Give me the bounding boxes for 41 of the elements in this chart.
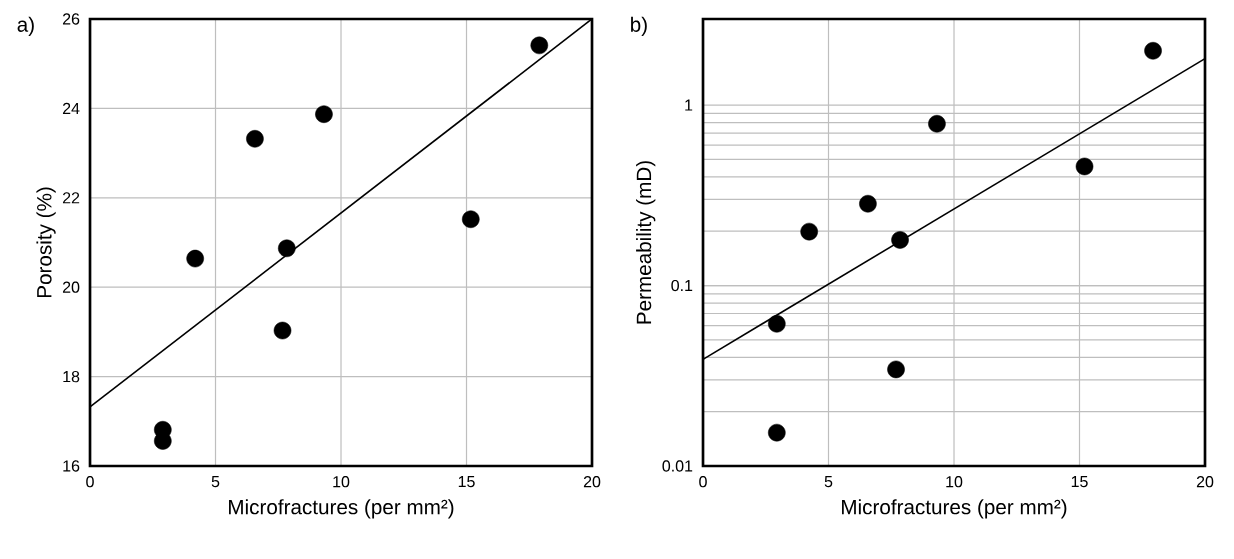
x-tick-label: 5 — [824, 476, 833, 488]
y-axis-title: Porosity (%) — [36, 187, 56, 298]
y-tick-label: 1 — [685, 99, 693, 111]
point — [887, 360, 905, 379]
point — [800, 222, 818, 241]
y-tick-label: 0.01 — [662, 460, 693, 472]
point — [530, 36, 549, 55]
x-tick-label: 10 — [946, 476, 963, 488]
x-tick-label: 0 — [86, 476, 94, 488]
y-tick-label: 26 — [62, 13, 80, 25]
x-tick-label: 10 — [333, 476, 350, 488]
point — [246, 130, 264, 148]
y-tick-label: 24 — [62, 102, 80, 114]
y-tick-label: 16 — [63, 460, 80, 472]
x-tick-label: 20 — [583, 476, 601, 488]
y-tick-label: 0.1 — [671, 279, 693, 292]
point — [1144, 42, 1162, 60]
y-axis-title: Permeability (mD) — [636, 161, 656, 324]
point — [1075, 157, 1094, 176]
point — [186, 249, 204, 268]
point — [859, 194, 877, 213]
chart-title: a) — [17, 16, 34, 36]
point — [462, 210, 480, 229]
x-tick-label: 15 — [1071, 476, 1088, 488]
y-tick-label: 20 — [62, 281, 80, 293]
y-tick-label: 18 — [63, 370, 80, 383]
x-tick-label: 15 — [458, 476, 475, 488]
x-axis-title: Microfractures (per mm²) — [842, 499, 1067, 519]
point — [273, 321, 292, 340]
point — [928, 115, 946, 133]
point — [278, 239, 296, 258]
y-tick-label: 22 — [62, 192, 80, 204]
point — [891, 231, 909, 249]
x-tick-label: 20 — [1196, 476, 1214, 488]
point — [768, 315, 786, 333]
x-tick-label: 5 — [211, 476, 220, 488]
x-tick-label: 0 — [699, 476, 707, 488]
point — [315, 105, 333, 123]
chart-title: b) — [631, 16, 647, 36]
point — [768, 423, 786, 442]
x-axis-title: Microfractures (per mm²) — [229, 499, 454, 519]
